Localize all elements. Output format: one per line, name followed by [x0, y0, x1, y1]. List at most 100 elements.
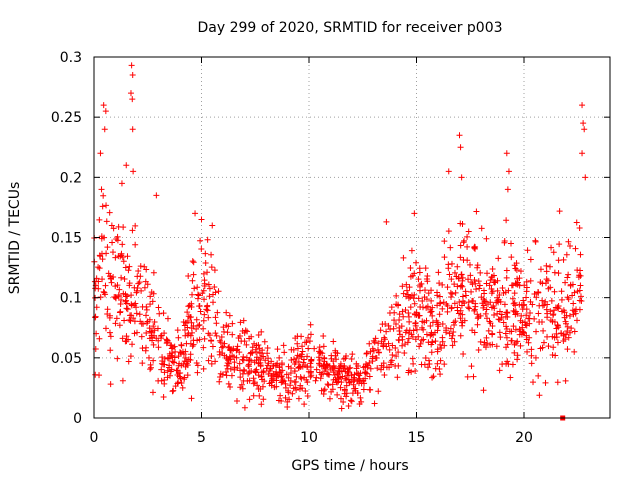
data-point: [450, 328, 457, 335]
data-point: [385, 322, 392, 329]
data-point: [407, 265, 414, 272]
data-point-spike: [129, 126, 136, 133]
data-point: [441, 238, 448, 245]
data-point: [268, 379, 275, 386]
data-point: [224, 329, 231, 336]
data-point: [357, 394, 364, 401]
data-point: [485, 327, 492, 334]
data-point: [517, 268, 524, 275]
data-point: [248, 349, 255, 356]
data-point: [188, 303, 195, 310]
data-point: [221, 352, 228, 359]
data-point: [312, 377, 319, 384]
data-point: [539, 344, 546, 351]
data-point: [205, 314, 212, 321]
data-point: [150, 323, 157, 330]
data-point: [147, 328, 154, 335]
data-point: [567, 242, 574, 249]
data-point: [510, 307, 517, 314]
data-point: [253, 354, 260, 361]
data-point: [475, 313, 482, 320]
x-tick-label: 5: [197, 430, 206, 446]
data-point: [402, 307, 409, 314]
data-point: [298, 333, 305, 340]
data-point: [131, 284, 138, 291]
data-point: [451, 281, 458, 288]
data-point: [555, 305, 562, 312]
data-point: [258, 328, 265, 335]
data-point: [172, 348, 179, 355]
data-point: [555, 324, 562, 331]
data-point: [249, 344, 256, 351]
data-point: [457, 242, 464, 249]
data-point: [201, 280, 208, 287]
data-point: [399, 342, 406, 349]
data-point: [135, 267, 142, 274]
data-point: [523, 322, 530, 329]
data-point: [524, 247, 531, 254]
data-point: [407, 304, 414, 311]
data-point: [147, 366, 154, 373]
data-point: [523, 278, 530, 285]
data-point: [182, 348, 189, 355]
data-point: [362, 363, 369, 370]
data-point: [250, 375, 257, 382]
data-point-spike: [98, 186, 105, 193]
data-point: [407, 273, 414, 280]
data-point: [250, 392, 257, 399]
data-point: [254, 382, 261, 389]
data-point: [132, 222, 139, 229]
data-point: [528, 360, 535, 367]
data-point: [239, 370, 246, 377]
data-point: [460, 350, 467, 357]
data-point: [475, 278, 482, 285]
data-point: [562, 279, 569, 286]
data-point: [289, 390, 296, 397]
data-point: [159, 358, 166, 365]
data-point: [484, 270, 491, 277]
data-point: [109, 239, 116, 246]
data-point: [326, 363, 333, 370]
data-point: [482, 310, 489, 317]
data-point: [93, 275, 100, 282]
data-point: [514, 356, 521, 363]
data-point: [307, 364, 314, 371]
data-point: [465, 276, 472, 283]
data-point: [498, 311, 505, 318]
data-point: [495, 299, 502, 306]
data-point: [503, 217, 510, 224]
data-point: [217, 339, 224, 346]
data-point: [391, 317, 398, 324]
data-point: [217, 370, 224, 377]
data-point: [311, 345, 318, 352]
data-point: [193, 326, 200, 333]
data-point: [423, 304, 430, 311]
data-point: [164, 374, 171, 381]
data-point: [175, 353, 182, 360]
data-point: [315, 354, 322, 361]
data-point: [147, 301, 154, 308]
data-point: [101, 234, 108, 241]
data-point: [148, 364, 155, 371]
data-point-spike: [581, 126, 588, 133]
data-point: [191, 285, 198, 292]
x-tick-label: 0: [90, 430, 99, 446]
data-point: [205, 330, 212, 337]
data-point: [223, 309, 230, 316]
data-point: [409, 355, 416, 362]
data-point: [491, 311, 498, 318]
data-point: [158, 335, 165, 342]
data-point: [474, 262, 481, 269]
data-point: [532, 237, 539, 244]
data-point: [126, 316, 133, 323]
data-point: [277, 392, 284, 399]
data-point: [305, 345, 312, 352]
data-point: [408, 247, 415, 254]
data-point: [469, 327, 476, 334]
data-point: [346, 365, 353, 372]
data-point: [576, 297, 583, 304]
data-point: [571, 348, 578, 355]
data-point: [540, 339, 547, 346]
data-point: [454, 263, 461, 270]
data-point: [446, 271, 453, 278]
